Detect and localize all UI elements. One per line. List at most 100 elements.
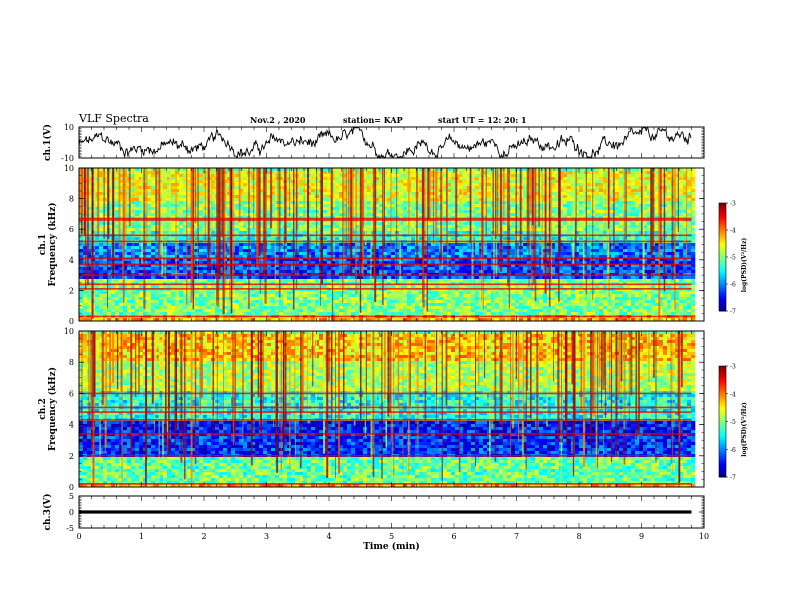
ch1-spec-cell [335, 318, 340, 322]
ch1-spec-cell [287, 207, 292, 211]
ch1-spec-cell [187, 276, 192, 280]
ch1-spec-cell [351, 303, 356, 307]
ch1-spec-cell [123, 306, 128, 310]
ch1-spec-cell [115, 309, 120, 313]
ch1-spec-cell [87, 192, 92, 196]
ch1-spec-cell [95, 171, 100, 175]
ch1-spec-cell [383, 246, 388, 250]
ch1-spec-cell [311, 228, 316, 232]
ch1-spec-cell [235, 210, 240, 214]
ch1-spec-cell [431, 243, 436, 247]
ch1-spec-cell [211, 180, 216, 184]
ch1-spec-cell [83, 312, 88, 316]
ch1-spec-cell [311, 189, 316, 193]
ch1-spec-cell [211, 168, 216, 172]
ch1-spec-cell [379, 270, 384, 274]
ch1-spec-cell [339, 210, 344, 214]
ch1-spec-cell [323, 231, 328, 235]
ch1-spec-cell [179, 300, 184, 304]
ch1-spec-cell [299, 297, 304, 301]
ch1-spec-cell [171, 312, 176, 316]
ch1-spec-cell [179, 264, 184, 268]
ch1-spec-cell [303, 285, 308, 289]
ch1-spec-cell [383, 204, 388, 208]
chart-title: VLF Spectra [79, 112, 149, 125]
ch1-spec-cell [379, 228, 384, 232]
ch1-spec-cell [331, 237, 336, 241]
ch1-spec-cell [263, 312, 268, 316]
ch1-spec-cell [199, 216, 204, 220]
ch1-spec-cell [175, 252, 180, 256]
ch1-spec-cell [323, 189, 328, 193]
ch1-spec-cell [87, 291, 92, 295]
ch1-spec-cell [307, 183, 312, 187]
ch1-spec-cell [379, 180, 384, 184]
ch1-spec-cell [159, 285, 164, 289]
ch1-spec-cell [415, 303, 420, 307]
ch1-spec-cell [87, 303, 92, 307]
ch1-spec-cell [383, 312, 388, 316]
ch1-spec-cell [391, 213, 396, 217]
ch1-spec-cell [427, 249, 432, 253]
ch1-spec-cell [99, 291, 104, 295]
ch1-spec-cell [399, 258, 404, 262]
ch1-spec-cell [95, 189, 100, 193]
ch1-spec-cell [111, 279, 116, 283]
ch1-spec-cell [303, 300, 308, 304]
ch1-spec-cell [271, 285, 276, 289]
ch1-spec-cell [87, 294, 92, 298]
ch1-spec-cell [303, 231, 308, 235]
ch1-spec-cell [211, 258, 216, 262]
ch1-spec-cell [427, 258, 432, 262]
ch1-spec-cell [455, 279, 460, 283]
ch1-spec-cell [211, 270, 216, 274]
ch1-spec-cell [239, 192, 244, 196]
ch1-spec-cell [339, 312, 344, 316]
ch1-spec-cell [439, 309, 444, 313]
ch1-spec-cell [119, 249, 124, 253]
ch1-spec-cell [367, 285, 372, 289]
ch1-spec-cell [287, 171, 292, 175]
ch1-spec-cell [411, 318, 416, 322]
ch1-spec-cell [303, 276, 308, 280]
ch1-spec-cell [179, 198, 184, 202]
ch1-spec-cell [275, 222, 280, 226]
ch1-spec-cell [79, 294, 84, 298]
ch1-spec-cell [379, 285, 384, 289]
ch1-spec-cell [339, 294, 344, 298]
ch1-spec-cell [259, 255, 264, 259]
ch1-spec-cell [447, 183, 452, 187]
ch1-spec-cell [107, 300, 112, 304]
ch1-spec-cell [403, 261, 408, 265]
ch1-spec-cell [447, 252, 452, 256]
ch1-spec-cell [271, 267, 276, 271]
ch1-spec-cell [415, 306, 420, 310]
ch1-spec-cell [359, 312, 364, 316]
ch1-spec-cell [395, 297, 400, 301]
ch1-spec-cell [239, 261, 244, 265]
ch1-spec-cell [87, 297, 92, 301]
ch1-spec-cell [235, 300, 240, 304]
ch1-spec-cell [423, 258, 428, 262]
ch1-spec-cell [251, 285, 256, 289]
ch1-spec-cell [391, 270, 396, 274]
ch1-spec-cell [363, 276, 368, 280]
ch1-spec-cell [299, 183, 304, 187]
ch1-spec-cell [403, 216, 408, 220]
ch1-spec-cell [147, 261, 152, 265]
ch1-spec-cell [87, 189, 92, 193]
ch1-spec-cell [311, 255, 316, 259]
ch1-spec-cell [447, 261, 452, 265]
ch1-spec-cell [183, 186, 188, 190]
ch1-spec-cell [235, 198, 240, 202]
ch1-spec-cell [299, 210, 304, 214]
ch1-spec-cell [95, 261, 100, 265]
ch1-spec-cell [175, 279, 180, 283]
ch1-spec-cell [403, 222, 408, 226]
ch1-spec-cell [171, 213, 176, 217]
ch1-spec-cell [351, 294, 356, 298]
ch1-spec-cell [103, 222, 108, 226]
ch1-spec-cell [371, 306, 376, 310]
ch1-spec-cell [259, 285, 264, 289]
ch1-spec-cell [147, 303, 152, 307]
